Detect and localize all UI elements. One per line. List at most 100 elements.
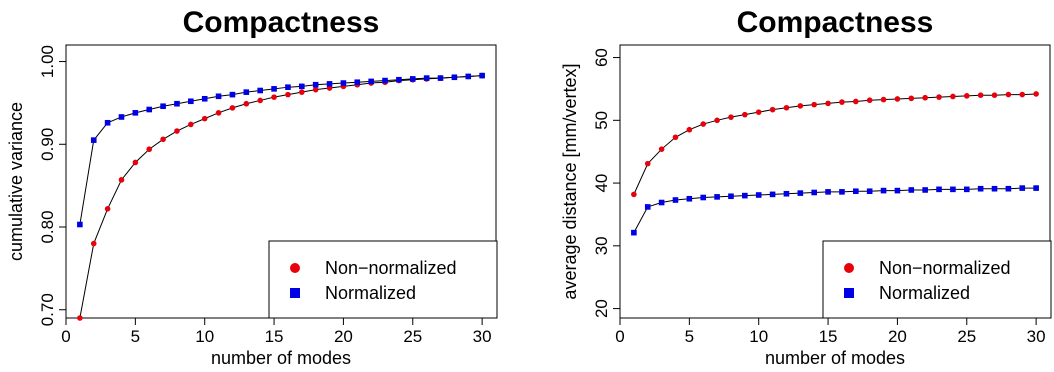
x-axis-label: number of modes xyxy=(765,348,905,368)
data-point xyxy=(894,96,901,102)
y-tick-label: 0.90 xyxy=(38,128,57,161)
data-point xyxy=(853,188,859,195)
y-tick-label: 20 xyxy=(592,299,611,318)
data-point xyxy=(700,194,707,201)
x-tick-label: 15 xyxy=(819,327,838,346)
data-point xyxy=(769,191,776,198)
data-point xyxy=(797,190,804,196)
data-point xyxy=(963,93,970,99)
x-tick-label: 0 xyxy=(61,327,70,346)
y-axis-label: cumulative variance xyxy=(6,102,26,261)
data-point xyxy=(825,100,831,107)
data-point xyxy=(1019,185,1026,191)
data-point xyxy=(451,74,458,81)
data-point xyxy=(271,94,277,100)
data-point xyxy=(769,106,776,113)
data-point xyxy=(77,221,83,228)
data-point xyxy=(312,86,319,93)
data-point xyxy=(853,98,859,105)
x-tick-label: 25 xyxy=(957,327,976,346)
x-axis-label: number of modes xyxy=(211,348,351,368)
data-point xyxy=(160,136,166,143)
x-tick-label: 30 xyxy=(1027,327,1046,346)
data-point xyxy=(922,187,928,193)
data-point xyxy=(229,91,236,98)
x-tick-label: 20 xyxy=(888,327,907,346)
data-point xyxy=(631,191,637,198)
data-point xyxy=(950,186,956,193)
data-point xyxy=(188,121,194,128)
y-tick-label: 50 xyxy=(592,111,611,130)
data-point xyxy=(755,192,762,198)
data-point xyxy=(700,121,707,127)
data-point xyxy=(382,77,388,84)
data-point xyxy=(90,240,97,247)
data-point xyxy=(271,86,277,92)
legend-label: Non−normalized xyxy=(325,258,457,278)
y-tick-label: 1.00 xyxy=(38,45,57,78)
series-non-normalized xyxy=(631,91,1039,198)
data-point xyxy=(880,96,887,103)
data-point xyxy=(132,159,139,166)
data-point xyxy=(839,99,845,105)
data-point xyxy=(257,87,263,94)
chart-title: Compactness xyxy=(183,6,380,39)
data-point xyxy=(908,95,915,102)
data-point xyxy=(922,94,928,101)
data-point xyxy=(201,95,208,102)
data-point xyxy=(312,81,319,88)
data-point xyxy=(658,199,665,206)
legend: Non−normalized Normalized xyxy=(822,240,1052,319)
legend-label: Normalized xyxy=(879,283,970,303)
series-line xyxy=(79,75,483,225)
data-point xyxy=(644,160,651,167)
data-point xyxy=(465,73,472,80)
data-point xyxy=(672,134,679,141)
data-point xyxy=(811,101,817,108)
series-line xyxy=(633,187,1037,233)
data-point xyxy=(977,92,984,99)
data-point xyxy=(1019,91,1026,98)
legend-marker xyxy=(290,263,300,273)
x-tick-label: 30 xyxy=(473,327,492,346)
data-point xyxy=(104,119,111,126)
data-point xyxy=(326,81,333,87)
data-point xyxy=(118,177,125,183)
data-point xyxy=(160,103,166,110)
series-line xyxy=(633,93,1037,195)
data-point xyxy=(90,137,97,143)
data-point xyxy=(686,126,693,133)
chart-panel-2: Compactness 0 5 10 15 20 25 30 20 30 40 50 60 number … xyxy=(560,6,1052,368)
data-point xyxy=(950,93,956,100)
data-point xyxy=(977,185,984,192)
data-point xyxy=(201,115,208,122)
data-point xyxy=(894,187,901,194)
data-point xyxy=(146,146,153,153)
x-tick-label: 10 xyxy=(195,327,214,346)
legend: Non−normalized Normalized xyxy=(268,240,498,319)
legend-marker xyxy=(290,288,300,298)
data-point xyxy=(686,195,693,202)
data-point xyxy=(409,76,416,82)
x-tick-label: 5 xyxy=(685,327,694,346)
legend-box xyxy=(268,240,498,319)
data-point xyxy=(714,117,720,124)
data-point xyxy=(839,189,845,195)
data-point xyxy=(174,128,180,134)
x-tick-label: 25 xyxy=(403,327,422,346)
data-point xyxy=(811,189,817,196)
chart-panel-1: Compactness 0 5 10 15 20 25 30 0.70 0.80 0.90 1.00 n… xyxy=(6,6,498,368)
data-point xyxy=(132,110,139,116)
data-point xyxy=(1005,185,1012,192)
data-point xyxy=(728,193,734,200)
y-tick-label: 60 xyxy=(592,48,611,67)
x-tick-label: 5 xyxy=(131,327,140,346)
data-point xyxy=(991,92,998,99)
data-point xyxy=(1033,91,1039,97)
data-point xyxy=(755,109,762,115)
data-point xyxy=(77,315,83,321)
data-point xyxy=(936,186,942,193)
data-point xyxy=(243,89,250,95)
data-point xyxy=(991,185,998,192)
legend-label: Normalized xyxy=(325,283,416,303)
